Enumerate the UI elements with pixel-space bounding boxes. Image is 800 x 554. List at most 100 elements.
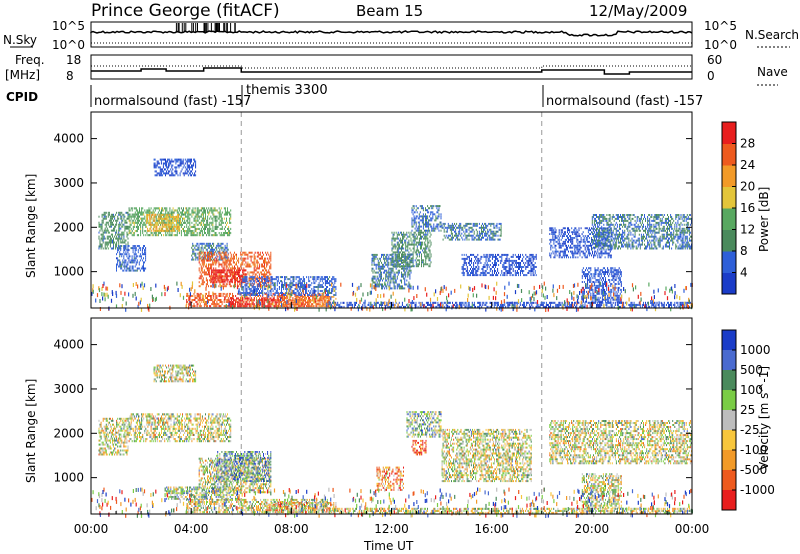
scatter-cell [171, 232, 173, 235]
scatter-cell [187, 166, 189, 169]
scatter-cell [196, 242, 198, 245]
scatter-cell [169, 160, 171, 163]
scatter-cell [141, 217, 143, 220]
scatter-cell [109, 245, 111, 248]
scatter-cell [229, 261, 231, 264]
scatter-cell [225, 256, 227, 259]
scatter-cell [208, 227, 210, 230]
scatter-cell [99, 225, 101, 228]
scatter-cell [119, 225, 121, 228]
scatter-cell [118, 211, 120, 214]
scatter-cell [293, 301, 295, 303]
scatter-cell [406, 263, 408, 266]
scatter-cell [214, 273, 216, 276]
scatter-cell [165, 225, 167, 228]
scatter-cell [177, 217, 178, 220]
scatter-cell [138, 225, 139, 228]
scatter-cell [198, 221, 200, 224]
scatter-cell [192, 232, 194, 235]
scatter-cell [194, 234, 196, 237]
scatter-cell [128, 245, 130, 247]
scatter-cell [213, 292, 215, 295]
scatter-cell [117, 257, 119, 260]
scatter-cell [149, 229, 151, 232]
scatter-cell [207, 273, 208, 276]
scatter-cell [267, 305, 269, 308]
scatter-cell [178, 223, 180, 226]
scatter-cell [123, 241, 125, 244]
scatter-cell [212, 248, 213, 251]
scatter-cell [388, 261, 390, 264]
scatter-cell [169, 170, 171, 173]
nave-line [91, 65, 692, 69]
scatter-cell [265, 261, 267, 264]
scatter-cell [392, 277, 394, 280]
scatter-cell [421, 231, 422, 234]
scatter-cell [426, 255, 428, 258]
scatter-cell [147, 229, 149, 232]
scatter-cell [407, 273, 409, 276]
scatter-cell [331, 278, 333, 281]
scatter-cell [241, 305, 243, 308]
scatter-cell [199, 263, 201, 266]
scatter-cell [200, 277, 202, 280]
scatter-cell [264, 257, 265, 260]
scatter-cell [303, 297, 305, 300]
scatter-cell [182, 219, 183, 222]
scatter-cell [176, 170, 178, 173]
scatter-cell [195, 215, 197, 218]
scatter-cell [199, 230, 201, 233]
scatter-cell [275, 276, 277, 279]
scatter-cell [312, 305, 314, 308]
scatter-cell [211, 244, 212, 247]
scatter-cell [402, 275, 403, 278]
scatter-cell [216, 227, 218, 230]
scatter-cell [421, 207, 423, 210]
scatter-cell [439, 225, 441, 228]
scatter-cell [155, 174, 157, 177]
scatter-cell [171, 160, 173, 163]
scatter-cell [269, 301, 271, 303]
scatter-cell [234, 255, 235, 258]
scatter-cell [266, 253, 268, 256]
scatter-cell [255, 294, 257, 296]
scatter-cell [197, 299, 199, 301]
scatter-cell [293, 303, 295, 306]
scatter-cell [151, 211, 153, 214]
scatter-cell [268, 271, 270, 274]
scatter-cell [436, 211, 438, 214]
scatter-cell [401, 285, 402, 288]
scatter-cell [214, 259, 216, 262]
scatter-cell [221, 242, 223, 245]
scatter-cell [204, 207, 205, 210]
beam-title: Beam 15 [356, 2, 423, 20]
scatter-cell [252, 299, 254, 301]
scatter-cell [219, 258, 221, 261]
scatter-cell [168, 221, 170, 224]
scatter-cell [154, 217, 156, 220]
scatter-cell [324, 280, 326, 283]
scatter-cell [103, 217, 105, 220]
scatter-cell [138, 215, 139, 218]
scatter-cell [213, 234, 215, 237]
scatter-cell [232, 285, 234, 288]
scatter-cell [377, 271, 379, 274]
scatter-cell [228, 227, 230, 230]
scatter-cell [273, 288, 275, 290]
scatter-cell [373, 277, 375, 280]
scatter-cell [166, 209, 168, 212]
scatter-cell [188, 164, 190, 167]
scatter-cell [288, 301, 290, 303]
scatter-cell [407, 241, 409, 244]
scatter-cell [414, 227, 416, 230]
scatter-cell [205, 277, 207, 280]
scatter-cell [264, 284, 266, 287]
scatter-cell [316, 303, 318, 306]
scatter-cell [388, 263, 390, 266]
scatter-cell [382, 263, 383, 266]
scatter-cell [318, 276, 320, 279]
scatter-cell [221, 277, 223, 279]
scatter-cell [124, 215, 126, 218]
scatter-cell [124, 241, 126, 244]
scatter-cell [426, 233, 428, 236]
